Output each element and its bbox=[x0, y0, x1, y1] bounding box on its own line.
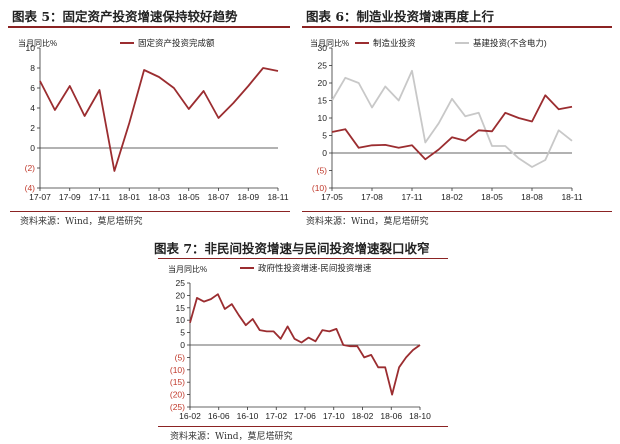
chart1-ytick-label: 20 bbox=[318, 78, 328, 88]
chart2-ytick-label: (25) bbox=[170, 402, 185, 412]
chart1-legend-label-1: 基建投资(不含电力) bbox=[473, 38, 547, 48]
chart0-xtick-label: 18-09 bbox=[237, 192, 259, 202]
chart1-xtick-label: 18-02 bbox=[441, 192, 463, 202]
chart0-xtick-label: 18-01 bbox=[118, 192, 140, 202]
chart2-xtick-label: 18-02 bbox=[352, 411, 374, 421]
chart2-xtick-label: 16-02 bbox=[179, 411, 201, 421]
chart7-source: 资料来源：Wind，莫尼塔研究 bbox=[170, 432, 293, 442]
chart0-ytick-label: 2 bbox=[30, 123, 35, 133]
chart6-source-rule bbox=[302, 211, 612, 212]
chart2-xtick-label: 17-10 bbox=[323, 411, 345, 421]
chart2-ytick-label: 10 bbox=[176, 315, 186, 325]
chart0-xtick-label: 17-07 bbox=[29, 192, 51, 202]
chart7-source-rule bbox=[158, 426, 448, 427]
chart1-xtick-label: 17-05 bbox=[321, 192, 343, 202]
chart1-ytick-label: (5) bbox=[317, 166, 328, 176]
chart6-source: 资料来源：Wind，莫尼塔研究 bbox=[306, 217, 429, 227]
chart7-header: 图表 7：非民间投资增速与民间投资增速裂口收窄 bbox=[150, 236, 458, 258]
chart1-ytick-label: 0 bbox=[322, 148, 327, 158]
chart2-legend-label-0: 政府性投资增速-民间投资增速 bbox=[258, 263, 372, 273]
chart2-ytick-label: (20) bbox=[170, 390, 185, 400]
chart2-ytick-label: (15) bbox=[170, 377, 185, 387]
chart2-xtick-label: 16-06 bbox=[208, 411, 230, 421]
chart0-xtick-label: 18-05 bbox=[178, 192, 200, 202]
chart0-ytick-label: (2) bbox=[25, 163, 36, 173]
chart2-ytick-label: 0 bbox=[180, 340, 185, 350]
chart2-ytick-label: (5) bbox=[175, 352, 186, 362]
chart1-ytick-label: 15 bbox=[318, 96, 328, 106]
chart7-rule bbox=[158, 258, 448, 259]
chart0-ytick-label: 8 bbox=[30, 63, 35, 73]
chart6-title: 图表 6：制造业投资增速再度上行 bbox=[306, 9, 495, 24]
chart0-xtick-label: 18-03 bbox=[148, 192, 170, 202]
chart0-ytick-label: 6 bbox=[30, 83, 35, 93]
chart0-ylabel: 当月同比% bbox=[18, 38, 57, 48]
chart5-source: 资料来源：Wind，莫尼塔研究 bbox=[20, 217, 143, 227]
chart5-header: 图表 5：固定资产投资增速保持较好趋势 bbox=[8, 4, 290, 28]
chart0-xtick-label: 18-07 bbox=[208, 192, 230, 202]
chart6-header: 图表 6：制造业投资增速再度上行 bbox=[302, 4, 612, 28]
chart1-ylabel: 当月同比% bbox=[310, 38, 349, 48]
chart2-ytick-label: 5 bbox=[180, 328, 185, 338]
chart5-source-rule bbox=[10, 211, 290, 212]
chart1-xtick-label: 18-05 bbox=[481, 192, 503, 202]
chart2-xtick-label: 18-06 bbox=[380, 411, 402, 421]
chart1-ytick-label: 30 bbox=[318, 43, 328, 53]
chart5-title: 图表 5：固定资产投资增速保持较好趋势 bbox=[12, 9, 238, 24]
chart1-series-1-line bbox=[331, 69, 573, 168]
chart2-xtick-label: 18-10 bbox=[409, 411, 431, 421]
chart0-series-0-line bbox=[39, 67, 279, 172]
chart2-xtick-label: 17-06 bbox=[294, 411, 316, 421]
chart1-ytick-label: 5 bbox=[322, 131, 327, 141]
chart1-xtick-label: 17-11 bbox=[401, 192, 422, 202]
chart0-ytick-label: (4) bbox=[25, 183, 36, 193]
chart1-xtick-label: 18-11 bbox=[561, 192, 582, 202]
chart0-ytick-label: 4 bbox=[30, 103, 35, 113]
chart2-xtick-label: 16-10 bbox=[237, 411, 259, 421]
chart2-series-0-line bbox=[189, 293, 421, 396]
chart2-ytick-label: 15 bbox=[176, 303, 186, 313]
chart1-series-0-line bbox=[331, 94, 573, 161]
chart1-legend-label-0: 制造业投资 bbox=[373, 38, 416, 48]
chart7-title: 图表 7：非民间投资增速与民间投资增速裂口收窄 bbox=[154, 241, 430, 256]
chart1-ytick-label: 10 bbox=[318, 113, 328, 123]
chart1-xtick-label: 17-08 bbox=[361, 192, 383, 202]
chart2-ytick-label: (10) bbox=[170, 365, 185, 375]
chart2-xtick-label: 17-02 bbox=[265, 411, 287, 421]
chart0-xtick-label: 18-11 bbox=[267, 192, 288, 202]
chart0-xtick-label: 17-09 bbox=[59, 192, 81, 202]
chart0-ytick-label: 10 bbox=[26, 43, 36, 53]
chart1-ytick-label: 25 bbox=[318, 61, 328, 71]
chart1-ytick-label: (10) bbox=[312, 183, 327, 193]
chart2-ylabel: 当月同比% bbox=[168, 264, 207, 274]
chart0-legend-label-0: 固定资产投资完成额 bbox=[138, 38, 215, 48]
chart0-ytick-label: 0 bbox=[30, 143, 35, 153]
chart2-ytick-label: 20 bbox=[176, 290, 186, 300]
chart2-ytick-label: 25 bbox=[176, 278, 186, 288]
chart0-xtick-label: 17-11 bbox=[89, 192, 110, 202]
chart1-xtick-label: 18-08 bbox=[521, 192, 543, 202]
